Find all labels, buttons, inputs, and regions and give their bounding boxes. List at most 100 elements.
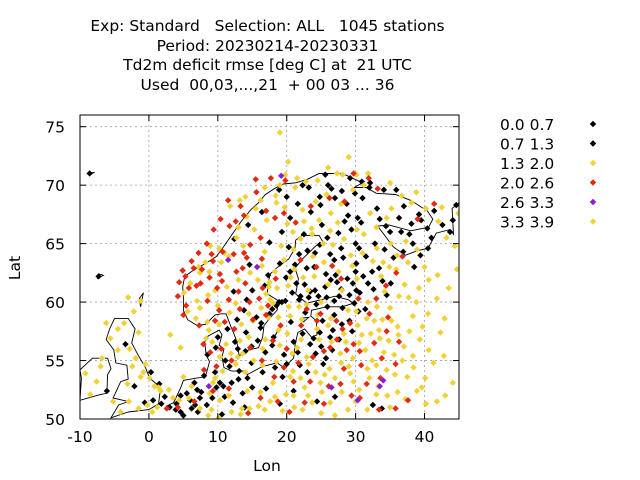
station-point bbox=[326, 250, 334, 258]
station-point bbox=[338, 321, 346, 328]
station-point bbox=[300, 218, 308, 225]
station-point bbox=[224, 197, 232, 204]
station-point bbox=[384, 392, 391, 399]
station-point bbox=[309, 253, 317, 260]
station-point bbox=[443, 234, 450, 241]
station-point bbox=[337, 350, 344, 357]
station-point bbox=[284, 330, 291, 337]
station-point bbox=[255, 402, 262, 410]
station-point bbox=[353, 287, 360, 294]
station-point bbox=[408, 220, 415, 227]
x-tick-label: 40 bbox=[415, 428, 435, 446]
station-point bbox=[371, 339, 378, 347]
station-point bbox=[216, 397, 224, 404]
station-point bbox=[286, 373, 294, 381]
station-point bbox=[297, 322, 305, 329]
station-point bbox=[204, 412, 212, 419]
station-point bbox=[225, 392, 233, 399]
station-point bbox=[149, 408, 156, 416]
station-point bbox=[269, 342, 276, 349]
station-point bbox=[313, 317, 321, 324]
station-point bbox=[326, 365, 333, 372]
station-point bbox=[357, 362, 365, 369]
station-point bbox=[203, 240, 210, 247]
station-point bbox=[320, 240, 327, 247]
station-point bbox=[362, 253, 370, 260]
station-point bbox=[122, 340, 129, 348]
station-point bbox=[239, 350, 246, 357]
station-point bbox=[232, 360, 239, 368]
station-point bbox=[295, 303, 303, 310]
station-point bbox=[298, 316, 306, 323]
station-point bbox=[249, 384, 256, 391]
station-point bbox=[278, 228, 286, 236]
station-point bbox=[422, 400, 430, 407]
station-point bbox=[193, 297, 201, 305]
station-point bbox=[395, 293, 403, 300]
station-point bbox=[290, 387, 297, 395]
station-point bbox=[363, 315, 370, 322]
station-point bbox=[233, 268, 240, 275]
x-tick-label: 30 bbox=[346, 428, 366, 446]
station-point bbox=[399, 253, 406, 260]
y-tick-label: 65 bbox=[45, 236, 65, 254]
grid bbox=[80, 115, 459, 419]
station-point bbox=[393, 252, 401, 259]
station-point bbox=[254, 337, 261, 344]
station-point bbox=[147, 369, 155, 376]
station-point bbox=[326, 227, 334, 234]
station-point bbox=[279, 407, 286, 415]
station-point bbox=[326, 333, 334, 341]
station-point bbox=[329, 326, 337, 334]
station-point bbox=[228, 379, 235, 386]
station-point bbox=[259, 284, 266, 292]
station-point bbox=[271, 373, 278, 381]
station-point bbox=[368, 268, 376, 275]
plot-frame bbox=[79, 114, 460, 420]
station-point bbox=[176, 279, 183, 286]
station-point bbox=[321, 371, 328, 378]
station-point bbox=[316, 193, 324, 201]
station-point bbox=[132, 355, 140, 362]
station-point bbox=[286, 268, 294, 275]
station-point bbox=[285, 303, 292, 310]
axes: -10 0 10 20 30 40 50 55 60 65 70 75 bbox=[45, 114, 460, 446]
station-point bbox=[140, 369, 147, 376]
station-point bbox=[255, 295, 263, 302]
station-point bbox=[257, 388, 264, 396]
station-point bbox=[227, 203, 234, 210]
station-point bbox=[344, 275, 351, 282]
station-point bbox=[326, 399, 334, 406]
station-point bbox=[206, 274, 213, 281]
station-point bbox=[195, 249, 202, 257]
station-point bbox=[249, 287, 256, 294]
station-point bbox=[210, 226, 217, 233]
station-point bbox=[222, 357, 229, 364]
station-point bbox=[331, 194, 339, 202]
x-tick-label: -10 bbox=[67, 428, 92, 446]
station-point bbox=[220, 383, 227, 390]
station-point bbox=[352, 240, 359, 247]
station-point bbox=[317, 298, 325, 306]
station-point bbox=[276, 342, 284, 349]
station-point bbox=[366, 310, 373, 317]
station-point bbox=[327, 210, 335, 217]
title-line: Used 00,03,...,21 + 00 03 ... 36 bbox=[140, 75, 395, 94]
station-point bbox=[310, 335, 317, 342]
station-point bbox=[304, 369, 311, 376]
station-point bbox=[97, 363, 104, 370]
station-point bbox=[315, 217, 323, 224]
station-point bbox=[234, 345, 242, 353]
station-point bbox=[373, 362, 380, 369]
station-point bbox=[371, 240, 379, 247]
station-point bbox=[301, 281, 308, 288]
station-point bbox=[124, 380, 131, 388]
station-point bbox=[309, 399, 316, 406]
station-point bbox=[430, 200, 438, 208]
station-point bbox=[303, 264, 310, 272]
station-point bbox=[386, 263, 393, 271]
station-point bbox=[373, 391, 380, 398]
station-point bbox=[230, 250, 237, 258]
station-point bbox=[446, 228, 454, 236]
station-point bbox=[293, 174, 301, 182]
